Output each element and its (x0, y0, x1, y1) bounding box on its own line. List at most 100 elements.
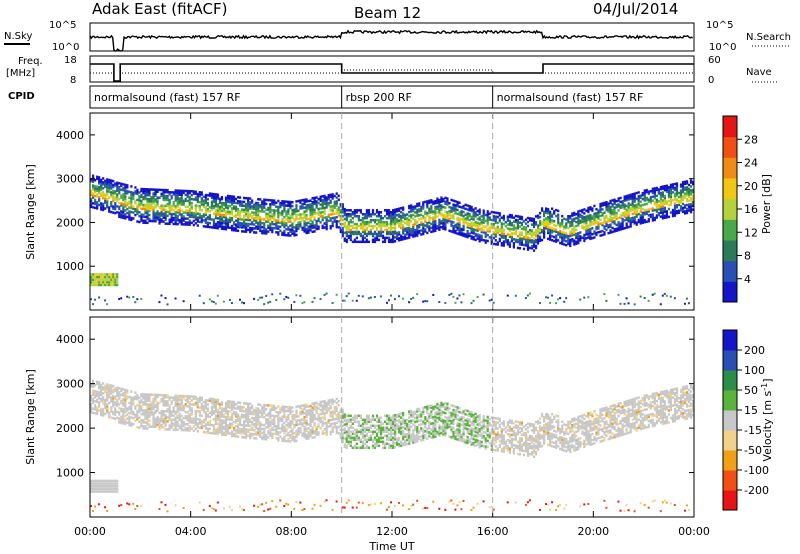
velocity-cell (142, 421, 145, 424)
power-cell (369, 214, 373, 218)
velocity-cell (104, 388, 107, 392)
velocity-cell (232, 404, 236, 408)
power-cell (609, 219, 612, 222)
power-cell (665, 200, 669, 203)
power-cell (617, 209, 620, 212)
power-cell (398, 231, 401, 234)
velocity-cell (142, 401, 145, 404)
velocity-cell (214, 410, 218, 413)
power-cell (402, 232, 405, 235)
power-cell (241, 200, 244, 204)
power-cell (603, 233, 606, 236)
power-cell (530, 247, 534, 250)
velocity-cell (265, 438, 268, 441)
power-cell (118, 191, 121, 195)
power-cell (238, 200, 242, 203)
velocity-cell (281, 409, 284, 412)
power-cell (226, 222, 230, 225)
power-cell (96, 175, 99, 179)
velocity-cell (200, 406, 203, 410)
velocity-cell (236, 417, 240, 420)
velocity-cell (291, 428, 294, 431)
power-cell (234, 213, 238, 217)
power-cell (585, 225, 588, 228)
power-ytick-label: 1000 (56, 260, 84, 273)
power-cell (396, 208, 399, 211)
power-cell (130, 206, 133, 210)
velocity-cell (243, 414, 246, 417)
power-cell (273, 215, 276, 218)
power-cell (343, 223, 346, 227)
power-cell (365, 209, 369, 212)
power-cell (152, 217, 155, 221)
velocity-cell (277, 423, 280, 426)
velocity-cell (178, 414, 181, 418)
power-cell (319, 207, 322, 210)
velocity-cell (247, 424, 250, 427)
velocity-cell (295, 413, 298, 417)
power-cell (563, 231, 566, 234)
power-cell (319, 221, 322, 224)
power-cell (597, 223, 600, 226)
velocity-cell (102, 412, 105, 415)
power-cell (100, 178, 103, 182)
power-cell (158, 196, 161, 199)
power-cell (623, 203, 626, 206)
power-cell (625, 208, 628, 212)
power-cell (492, 301, 495, 304)
power-cell (267, 230, 270, 233)
power-cell (138, 191, 141, 194)
power-cell (170, 208, 173, 212)
power-cell (681, 181, 685, 184)
power-cell (271, 209, 274, 212)
power-cell (659, 215, 662, 218)
power-cell (613, 208, 616, 211)
power-cell (617, 197, 620, 200)
power-cell (579, 213, 582, 217)
power-cell (625, 214, 628, 218)
velocity-cell (90, 383, 93, 386)
power-cell (478, 228, 481, 231)
velocity-cell (114, 401, 117, 404)
power-cell (261, 208, 264, 211)
velocity-cell (293, 417, 296, 421)
velocity-cell (136, 413, 139, 417)
power-cell (460, 229, 463, 233)
velocity-cell (132, 396, 135, 400)
velocity-cell (172, 406, 175, 409)
velocity-cell (269, 420, 272, 423)
power-cell (295, 217, 298, 221)
power-cell (629, 203, 632, 207)
power-cell (526, 216, 530, 220)
power-cell (96, 207, 99, 210)
power-cell (285, 214, 288, 217)
velocity-cell (202, 404, 205, 408)
power-cell (228, 216, 232, 220)
power-cell (480, 215, 483, 218)
velocity-cell (124, 398, 127, 402)
power-cell (351, 220, 354, 224)
power-cell (325, 219, 328, 223)
velocity-cell (96, 408, 99, 412)
power-cell (671, 183, 675, 186)
power-cell (100, 283, 103, 287)
power-cell (637, 218, 640, 222)
power-cell (299, 205, 302, 208)
power-cell (420, 229, 423, 232)
power-cell (679, 189, 683, 192)
power-cell (575, 216, 578, 220)
power-cell (373, 220, 377, 224)
power-cell (190, 213, 193, 217)
velocity-cell (140, 423, 143, 426)
power-cell (255, 207, 258, 211)
power-cell (681, 184, 685, 188)
velocity-cell (238, 421, 242, 425)
velocity-cell (124, 390, 127, 394)
power-cell (619, 228, 622, 231)
velocity-cell (128, 421, 131, 425)
power-cell (579, 237, 582, 240)
velocity-cell (204, 411, 207, 414)
power-cell (448, 219, 451, 223)
velocity-cell (257, 413, 260, 416)
power-cell (472, 222, 475, 225)
